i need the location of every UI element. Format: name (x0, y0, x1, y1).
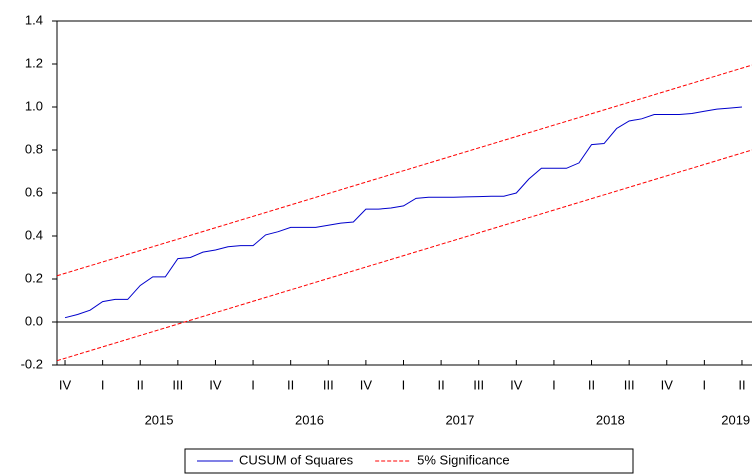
x-tick-label: I (402, 377, 406, 392)
y-tick-label: 1.4 (25, 12, 43, 27)
series-line (56, 64, 752, 277)
x-tick-label: II (437, 377, 444, 392)
year-label: 2017 (445, 412, 474, 427)
x-tick-label: II (137, 377, 144, 392)
series-line (64, 106, 743, 319)
x-tick-label: III (323, 377, 334, 392)
y-tick-label: -0.2 (21, 356, 43, 371)
year-label: 2018 (596, 412, 625, 427)
legend: CUSUM of Squares 5% Significance (184, 448, 634, 474)
y-tick-label: 1.2 (25, 55, 43, 70)
x-tick-label: III (624, 377, 635, 392)
x-tick-label: IV (661, 377, 674, 392)
legend-label: 5% Significance (417, 452, 510, 467)
x-tick-label: II (588, 377, 595, 392)
x-tick-label: I (552, 377, 556, 392)
year-label: 2016 (295, 412, 324, 427)
y-tick-label: 0.0 (25, 313, 43, 328)
x-tick-label: III (473, 377, 484, 392)
x-tick-label: I (251, 377, 255, 392)
y-tick-label: 0.4 (25, 227, 43, 242)
year-label: 2019 (721, 412, 750, 427)
y-tick-label: 0.8 (25, 141, 43, 156)
x-tick-label: IV (510, 377, 523, 392)
x-tick-label: I (101, 377, 105, 392)
year-label: 2015 (145, 412, 174, 427)
x-tick-label: III (172, 377, 183, 392)
x-tick-label: I (703, 377, 707, 392)
plot-frame (56, 20, 752, 366)
y-tick-label: 0.6 (25, 184, 43, 199)
x-tick-label: IV (59, 377, 72, 392)
y-tick-label: 0.2 (25, 270, 43, 285)
x-tick-label: II (738, 377, 745, 392)
x-tick-label: IV (209, 377, 222, 392)
legend-label: CUSUM of Squares (239, 452, 354, 467)
y-tick-label: 1.0 (25, 98, 43, 113)
x-tick-label: II (287, 377, 294, 392)
series-line (56, 149, 752, 362)
x-tick-label: IV (360, 377, 373, 392)
